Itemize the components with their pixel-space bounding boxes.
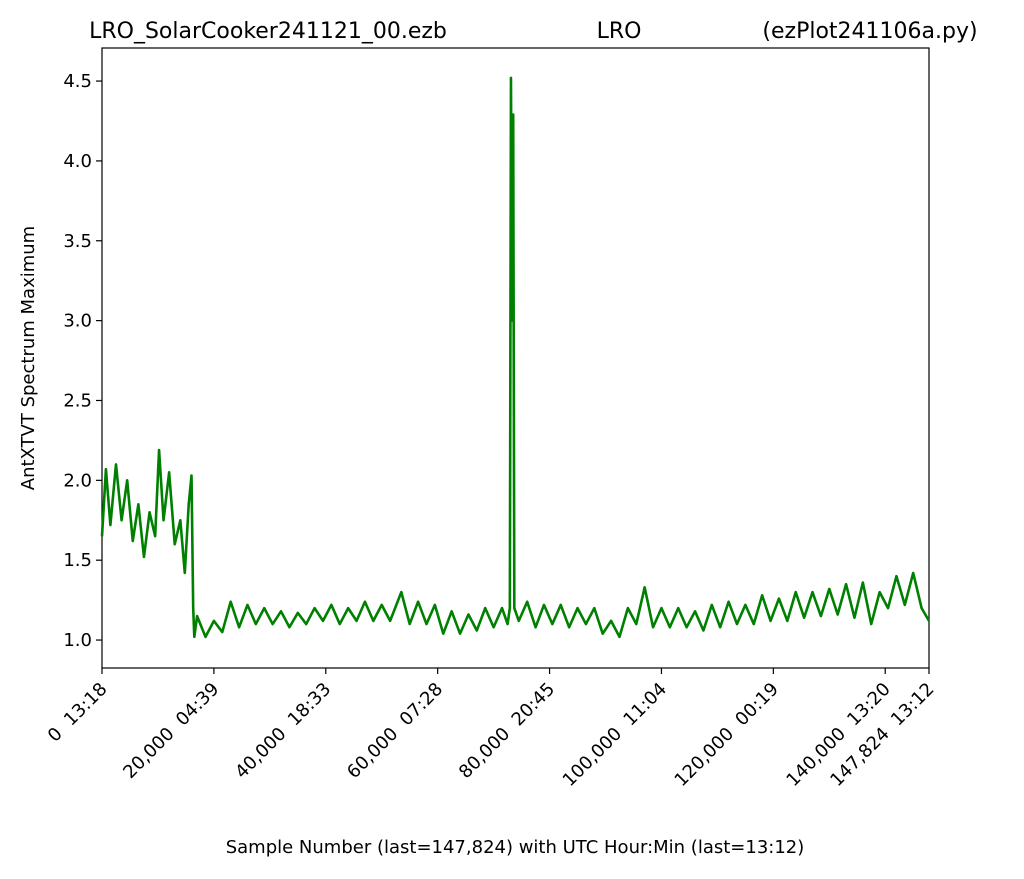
y-tick-label: 3.0 [63, 311, 92, 332]
x-tick-label: 0 13:18 [44, 679, 112, 747]
chart-title-center: LRO [597, 19, 642, 44]
y-tick-label: 2.0 [63, 470, 92, 491]
plot-frame [101, 47, 930, 669]
data-line [100, 76, 931, 639]
y-tick-label: 2.5 [63, 390, 92, 411]
y-tick-label: 1.5 [63, 550, 92, 571]
y-tick-label: 4.0 [63, 151, 92, 172]
y-axis-label: AntXTVT Spectrum Maximum [18, 226, 39, 490]
x-tick-label: 80,000 20:45 [455, 679, 559, 783]
x-tick-label: 20,000 04:39 [119, 679, 223, 783]
x-tick-label: 40,000 18:33 [231, 679, 335, 783]
y-tick-label: 4.5 [63, 71, 92, 92]
chart-title-right: (ezPlot241106a.py) [762, 19, 977, 44]
x-tick-label: 120,000 00:19 [671, 679, 783, 791]
x-tick-label: 60,000 07:28 [343, 679, 447, 783]
x-axis-label: Sample Number (last=147,824) with UTC Ho… [226, 837, 805, 858]
x-tick-label: 100,000 11:04 [559, 679, 671, 791]
y-tick-label: 3.5 [63, 231, 92, 252]
chart-title-left: LRO_SolarCooker241121_00.ezb [89, 19, 447, 44]
y-tick-label: 1.0 [63, 630, 92, 651]
